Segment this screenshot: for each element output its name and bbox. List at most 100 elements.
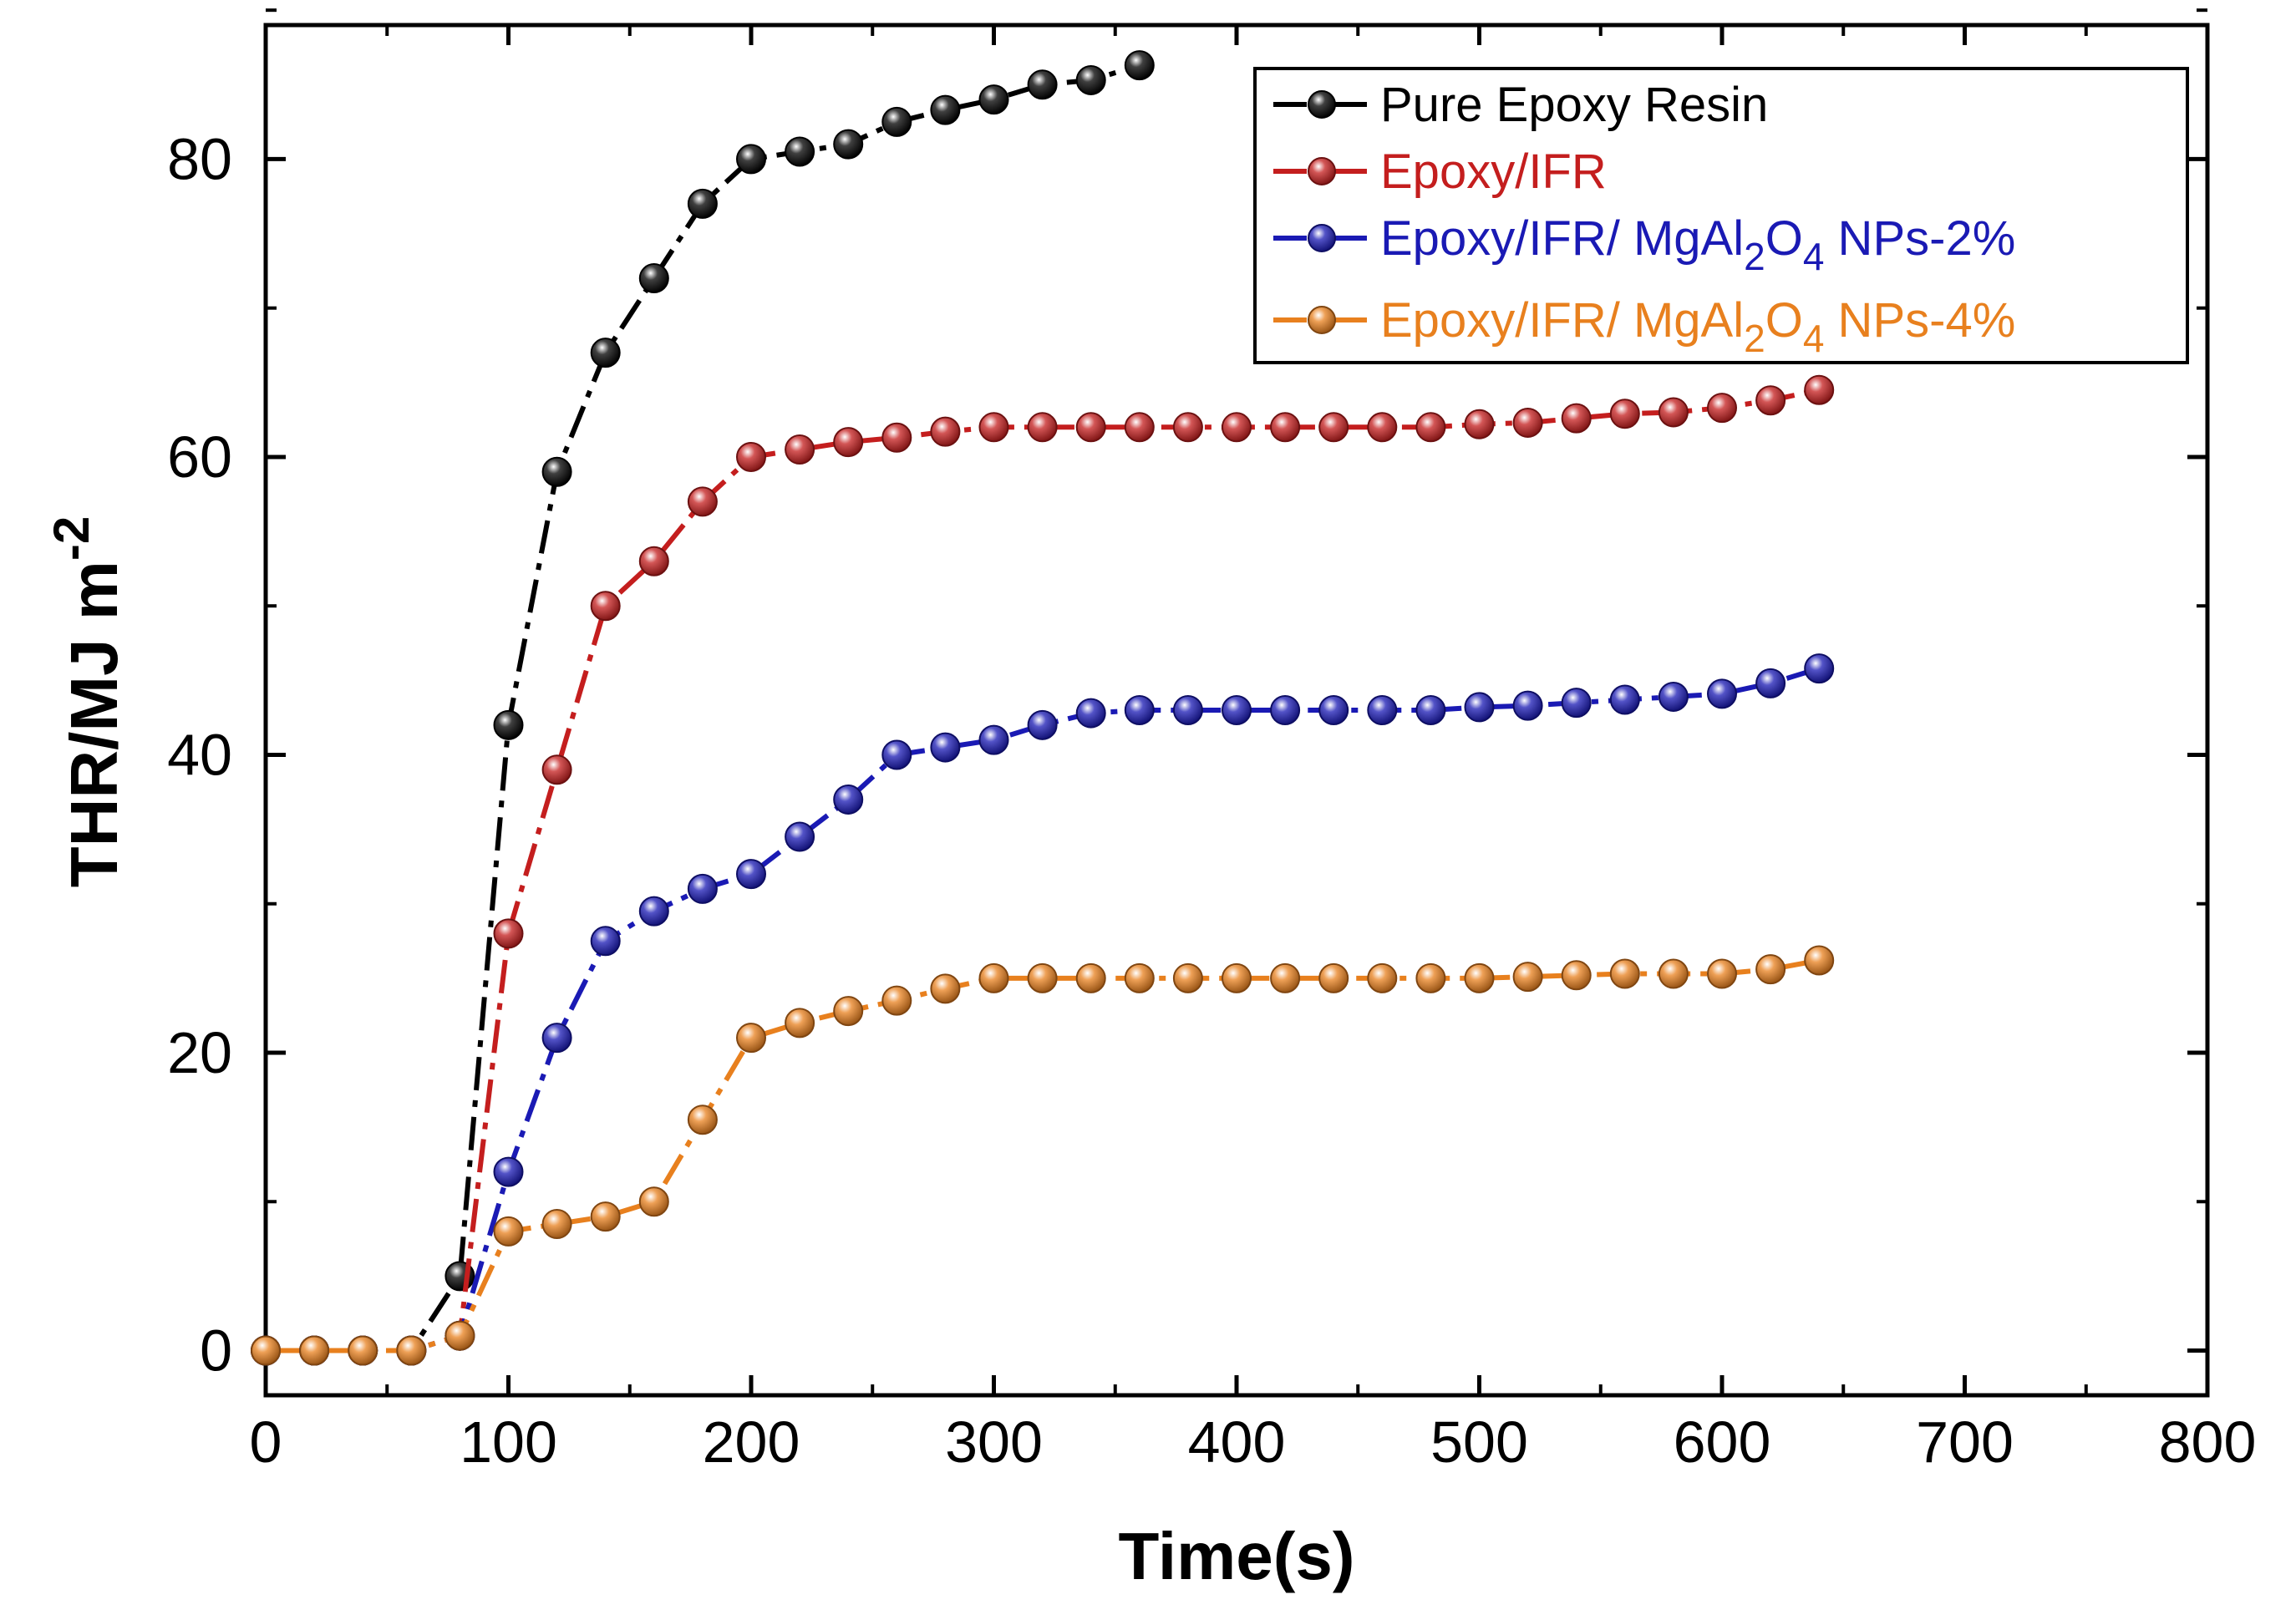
- data-point: [541, 456, 572, 487]
- data-point: [299, 1335, 330, 1366]
- y-tick-label: 80: [167, 126, 232, 191]
- data-point: [493, 1156, 524, 1187]
- data-point: [444, 1320, 475, 1351]
- y-tick-label: 40: [167, 722, 232, 787]
- data-point: [1124, 695, 1155, 725]
- series-3: [251, 653, 1835, 1366]
- data-point: [1367, 962, 1398, 993]
- data-point: [687, 188, 718, 219]
- data-point: [1464, 692, 1495, 723]
- data-point: [687, 486, 718, 517]
- y-tick-label: 60: [167, 424, 232, 490]
- legend-label: Pure Epoxy Resin: [1380, 78, 1768, 132]
- legend-label: Epoxy/IFR/ MgAl2O4 NPs-2%: [1380, 211, 2015, 278]
- x-tick-label: 300: [945, 1409, 1043, 1475]
- data-point: [785, 821, 815, 852]
- series-2: [251, 374, 1835, 1366]
- data-point: [1561, 960, 1592, 991]
- data-point: [1075, 64, 1106, 95]
- legend-marker: [1308, 224, 1336, 252]
- data-point: [1318, 962, 1349, 993]
- data-point: [736, 441, 766, 472]
- legend-box: [1253, 67, 2189, 364]
- data-point: [1755, 954, 1786, 985]
- data-point: [1464, 409, 1495, 439]
- data-point: [638, 896, 669, 927]
- data-point: [1707, 678, 1737, 709]
- data-point: [881, 422, 912, 453]
- data-point: [978, 84, 1009, 115]
- data-point: [1755, 385, 1786, 416]
- data-point: [978, 724, 1009, 755]
- data-point: [833, 996, 864, 1027]
- data-point: [638, 1186, 669, 1217]
- data-point: [1270, 412, 1301, 443]
- x-tick-label: 400: [1188, 1409, 1286, 1475]
- data-point: [590, 591, 621, 622]
- data-point: [1027, 962, 1058, 993]
- legend-label: Epoxy/IFR: [1380, 145, 1607, 199]
- legend: Pure Epoxy Resin Epoxy/IFR Epoxy/IFR/ MgAl…: [1253, 67, 2189, 364]
- data-point: [1658, 397, 1689, 428]
- data-point: [1707, 958, 1737, 989]
- data-point: [978, 962, 1009, 993]
- data-point: [251, 1335, 281, 1366]
- data-point: [1222, 412, 1252, 443]
- data-point: [1804, 653, 1835, 684]
- data-point: [493, 709, 524, 740]
- data-point: [1222, 962, 1252, 993]
- data-point: [1075, 698, 1106, 729]
- legend-marker: [1308, 90, 1336, 119]
- data-point: [930, 732, 961, 763]
- data-point: [348, 1335, 378, 1366]
- data-point: [881, 106, 912, 137]
- data-point: [1270, 695, 1301, 725]
- x-tick-label: 500: [1430, 1409, 1528, 1475]
- y-tick-label: 20: [167, 1020, 232, 1085]
- data-point: [1415, 412, 1446, 443]
- data-point: [590, 338, 621, 368]
- data-point: [833, 427, 864, 458]
- x-tick-label: 200: [703, 1409, 800, 1475]
- data-point: [1124, 50, 1155, 81]
- data-point: [833, 129, 864, 160]
- series-4: [251, 945, 1835, 1366]
- data-point: [1512, 962, 1543, 993]
- data-point: [1027, 412, 1058, 443]
- data-point: [930, 416, 961, 447]
- data-point: [1609, 399, 1640, 429]
- data-point: [1075, 412, 1106, 443]
- data-point: [493, 1216, 524, 1247]
- data-point: [1075, 962, 1106, 993]
- legend-entry: Epoxy/IFR/ MgAl2O4 NPs-2%: [1273, 211, 2015, 278]
- data-point: [1027, 69, 1058, 100]
- data-point: [1415, 962, 1446, 993]
- data-point: [1172, 962, 1203, 993]
- data-point: [833, 784, 864, 815]
- data-point: [1027, 709, 1058, 740]
- data-point: [1609, 958, 1640, 989]
- data-point: [590, 1201, 621, 1232]
- data-point: [541, 754, 572, 785]
- data-point: [1367, 695, 1398, 725]
- x-tick-label: 600: [1674, 1409, 1771, 1475]
- x-tick-label: 700: [1916, 1409, 2014, 1475]
- data-point: [1512, 690, 1543, 721]
- data-point: [785, 136, 815, 167]
- x-axis-title: Time(s): [1118, 1519, 1354, 1593]
- data-point: [736, 1023, 766, 1054]
- legend-marker: [1308, 157, 1336, 185]
- data-point: [396, 1335, 427, 1366]
- legend-marker: [1308, 306, 1336, 334]
- data-point: [1561, 688, 1592, 719]
- data-point: [1367, 412, 1398, 443]
- legend-entry: Epoxy/IFR: [1273, 145, 1607, 199]
- data-point: [930, 94, 961, 125]
- data-point: [1658, 958, 1689, 989]
- data-point: [1804, 945, 1835, 976]
- data-point: [1270, 962, 1301, 993]
- y-tick-label: 0: [200, 1318, 232, 1384]
- data-point: [493, 918, 524, 949]
